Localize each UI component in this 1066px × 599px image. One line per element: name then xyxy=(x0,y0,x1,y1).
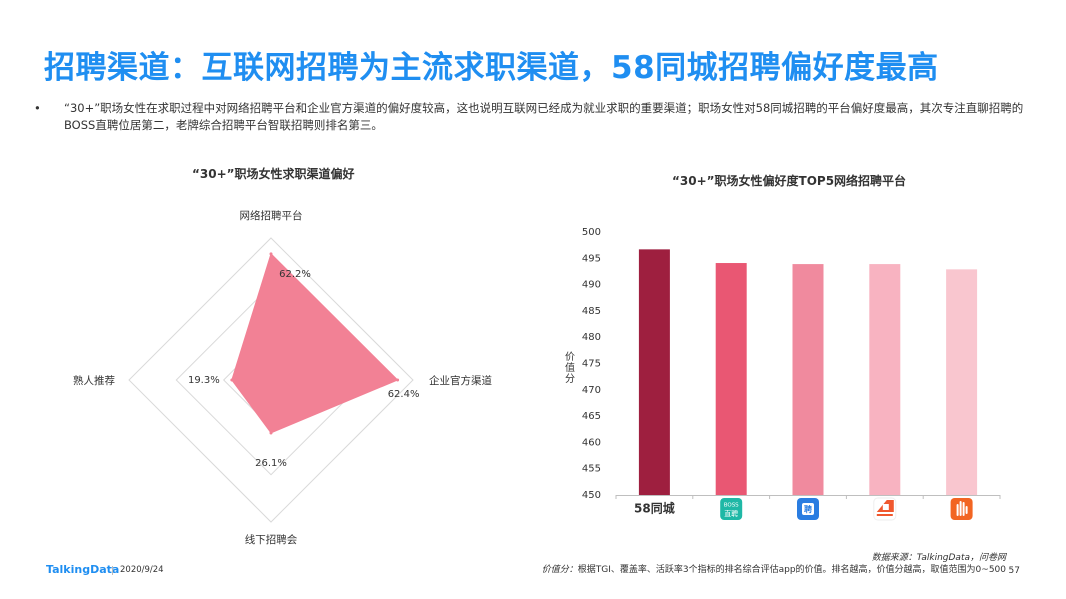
liepin-app-icon xyxy=(950,498,973,520)
page-title: 招聘渠道：互联网招聘为主流求职渠道，58同城招聘偏好度最高 xyxy=(44,50,939,86)
radar-point xyxy=(230,378,234,382)
y-tick-label: 465 xyxy=(582,411,601,422)
radar-grid-ring xyxy=(175,284,367,476)
51job-icon-shape xyxy=(876,500,894,512)
y-tick-label: 490 xyxy=(582,280,601,291)
radar-grid-ring xyxy=(128,237,414,523)
boss-zhipin-icon-bg xyxy=(720,498,743,520)
radar-axis-label: 熟人推荐 xyxy=(73,374,115,387)
zhilian-icon-bg xyxy=(797,498,819,520)
radar-chart-title: “30+”职场女性求职渠道偏好 xyxy=(192,167,355,181)
bar-1 xyxy=(638,249,670,495)
zhilian-app-icon: 聘 xyxy=(797,498,819,520)
liepin-hand-icon xyxy=(956,501,968,516)
y-tick-label: 495 xyxy=(582,253,601,264)
bar-chart-title: “30+”职场女性偏好度TOP5网络招聘平台 xyxy=(672,174,907,188)
51job-icon-underline xyxy=(876,514,893,516)
y-tick-label: 485 xyxy=(582,306,601,317)
talkingdata-logo: TalkingData xyxy=(46,563,120,576)
radar-point xyxy=(269,252,273,256)
51job-icon-bg xyxy=(873,497,897,521)
y-axis-label-char: 值 xyxy=(565,361,575,374)
page-number: 57 xyxy=(1008,566,1020,576)
y-tick-label: 455 xyxy=(582,464,601,475)
radar-axis-label: 企业官方渠道 xyxy=(429,374,492,387)
radar-axis-label: 线下招聘会 xyxy=(245,533,298,546)
y-tick-label: 460 xyxy=(582,437,601,448)
value-score-note-label: 价值分： xyxy=(541,565,578,575)
radar-point xyxy=(396,378,400,382)
boss-zhipin-app-icon: BOSS直聘 xyxy=(720,498,743,520)
boss-zhipin-icon-text: 直聘 xyxy=(724,509,738,518)
liepin-icon-bg xyxy=(950,498,973,520)
radar-point xyxy=(269,431,273,435)
radar-value-label: 62.4% xyxy=(388,389,420,400)
footer-divider xyxy=(112,566,113,575)
summary-text: “30+”职场女性在求职过程中对网络招聘平台和企业官方渠道的偏好度较高，这也说明… xyxy=(64,101,1024,132)
y-tick-label: 500 xyxy=(582,227,601,238)
summary-paragraph: • “30+”职场女性在求职过程中对网络招聘平台和企业官方渠道的偏好度较高，这也… xyxy=(34,100,1024,134)
data-source: 数据来源：TalkingData，问卷网 xyxy=(871,553,1006,563)
51job-app-icon xyxy=(873,497,897,521)
y-tick-label: 470 xyxy=(582,385,601,396)
y-axis-label-char: 分 xyxy=(565,373,575,385)
y-tick-label: 480 xyxy=(582,332,601,343)
bullet-mark: • xyxy=(34,101,41,115)
radar-value-label: 62.2% xyxy=(279,269,311,280)
y-axis-label-char: 价 xyxy=(565,351,575,363)
zhilian-icon-text: 聘 xyxy=(804,504,812,514)
boss-zhipin-icon-text: BOSS xyxy=(724,503,739,509)
58tongcheng-logo-icon: 58同城 xyxy=(634,501,675,516)
bar-5 xyxy=(946,269,978,495)
y-tick-label: 475 xyxy=(582,359,601,370)
bar-3 xyxy=(792,264,824,495)
value-score-note-text: 根据TGI、覆盖率、活跃率3个指标的排名综合评估app的价值。排名越高，价值分越… xyxy=(577,565,1006,575)
radar-value-label: 26.1% xyxy=(255,458,287,469)
y-tick-label: 450 xyxy=(582,490,601,501)
zhilian-icon-inner xyxy=(802,503,814,515)
radar-data-area xyxy=(231,252,399,434)
51job-icon-mark xyxy=(882,504,889,510)
bar-4 xyxy=(869,264,901,495)
bar-2 xyxy=(715,263,747,495)
footer-date: 2020/9/24 xyxy=(120,565,164,575)
value-score-note: 价值分：根据TGI、覆盖率、活跃率3个指标的排名综合评估app的价值。排名越高，… xyxy=(542,562,1006,575)
radar-axis-label: 网络招聘平台 xyxy=(240,209,303,222)
radar-value-label: 19.3% xyxy=(188,375,220,386)
58tongcheng-logo-text: 58同城 xyxy=(634,501,675,516)
radar-grid-ring xyxy=(222,331,320,429)
